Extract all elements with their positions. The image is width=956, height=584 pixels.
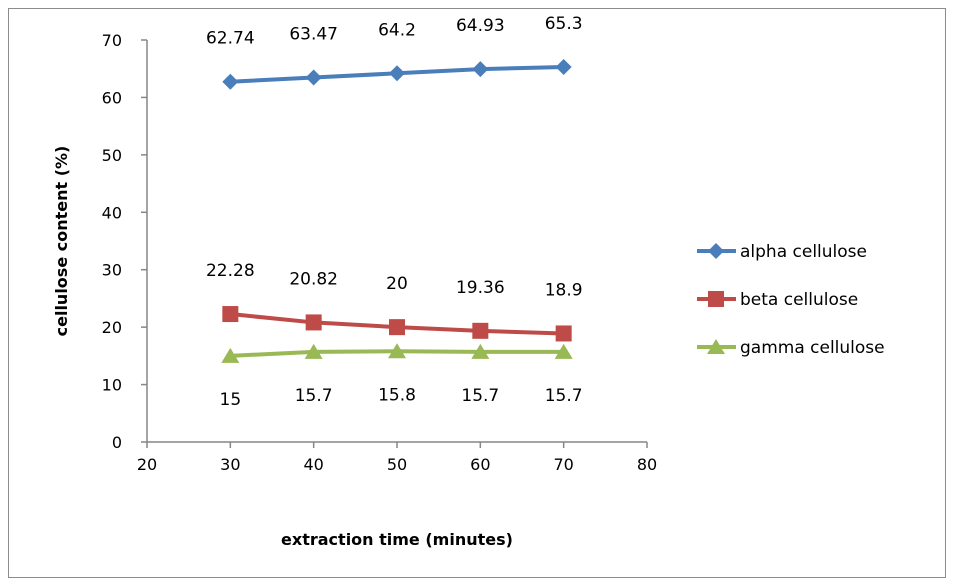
alpha-cellulose-point xyxy=(472,61,489,78)
gamma-cellulose-data-label: 15.7 xyxy=(295,386,333,406)
gamma-cellulose-point xyxy=(221,347,240,363)
legend-label-beta-cellulose: beta cellulose xyxy=(740,290,858,310)
gamma-cellulose-data-label: 15.7 xyxy=(545,386,583,406)
beta-cellulose-point xyxy=(305,314,322,331)
y-tick-label: 10 xyxy=(102,376,122,395)
alpha-cellulose-point xyxy=(305,69,322,86)
alpha-cellulose-data-label: 64.93 xyxy=(456,16,505,36)
beta-cellulose-data-label: 19.36 xyxy=(456,278,505,298)
beta-cellulose-data-label: 20 xyxy=(386,274,408,294)
beta-cellulose-data-label: 20.82 xyxy=(289,269,338,289)
gamma-cellulose-point xyxy=(471,343,490,359)
alpha-cellulose-point xyxy=(555,58,572,75)
beta-cellulose-point xyxy=(472,322,489,339)
alpha-cellulose-data-label: 62.74 xyxy=(206,29,255,49)
x-tick-label: 50 xyxy=(387,455,407,474)
legend-marker-alpha-cellulose xyxy=(708,243,724,259)
x-tick-label: 60 xyxy=(470,455,490,474)
gamma-cellulose-point xyxy=(304,343,323,359)
x-tick-label: 20 xyxy=(137,455,157,474)
alpha-cellulose-data-label: 65.3 xyxy=(545,14,583,34)
legend-marker-gamma-cellulose xyxy=(707,339,725,354)
beta-cellulose-data-label: 18.9 xyxy=(545,280,583,300)
gamma-cellulose-data-label: 15.7 xyxy=(461,386,499,406)
gamma-cellulose-data-label: 15.8 xyxy=(378,385,416,405)
y-axis-title: cellulose content (%) xyxy=(52,146,71,337)
legend-label-alpha-cellulose: alpha cellulose xyxy=(740,242,867,262)
alpha-cellulose-point xyxy=(389,65,405,82)
y-tick-label: 70 xyxy=(102,31,122,50)
alpha-cellulose-point xyxy=(222,73,239,90)
chart-frame xyxy=(8,8,946,578)
gamma-cellulose-point xyxy=(554,343,573,359)
alpha-cellulose-data-label: 64.2 xyxy=(378,20,416,40)
x-tick-label: 70 xyxy=(553,455,573,474)
x-tick-label: 40 xyxy=(303,455,323,474)
axes: 0 10 20 30 40 50 60 70 20 30 40 50 60 70 80 xyxy=(102,31,658,474)
legend-label-gamma-cellulose: gamma cellulose xyxy=(740,338,885,358)
y-tick-label: 40 xyxy=(102,203,122,222)
beta-cellulose-point xyxy=(555,325,572,342)
data-labels: 62.74 63.47 64.2 64.93 65.3 22.28 20.82 20 19.36… xyxy=(206,14,583,410)
legend: alpha cellulose beta cellulose gamma cellu… xyxy=(697,242,885,358)
x-tick-label: 80 xyxy=(637,455,657,474)
y-tick-label: 30 xyxy=(102,261,122,280)
gamma-cellulose-data-label: 15 xyxy=(220,390,242,410)
beta-cellulose-point xyxy=(222,306,239,323)
beta-cellulose-point xyxy=(389,319,405,336)
series-lines xyxy=(221,58,573,363)
beta-cellulose-data-label: 22.28 xyxy=(206,261,255,281)
y-tick-label: 20 xyxy=(102,318,122,337)
y-tick-label: 0 xyxy=(112,433,122,452)
x-axis-title: extraction time (minutes) xyxy=(281,530,513,549)
legend-marker-beta-cellulose xyxy=(708,291,724,307)
alpha-cellulose-data-label: 63.47 xyxy=(289,25,338,45)
gamma-cellulose-point xyxy=(388,343,406,359)
x-tick-label: 30 xyxy=(220,455,240,474)
y-tick-label: 60 xyxy=(102,88,122,107)
y-tick-label: 50 xyxy=(102,146,122,165)
